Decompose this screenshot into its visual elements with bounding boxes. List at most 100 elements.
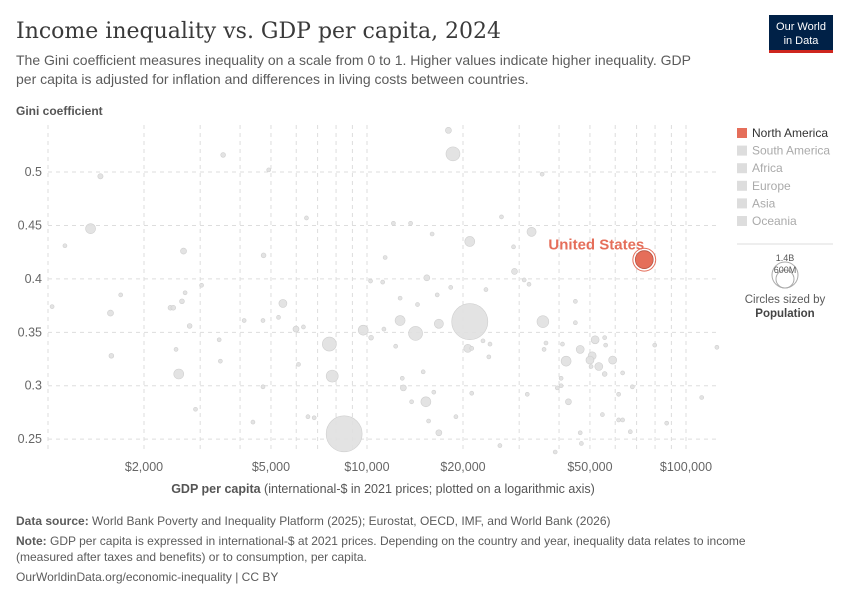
data-point <box>451 303 489 340</box>
data-point <box>426 418 431 424</box>
logo-line-1: Our World <box>776 21 826 33</box>
x-axis-ticks: $2,000 $5,000 $10,000 $20,000 $50,000 $100,00… <box>125 460 712 474</box>
data-point <box>276 315 281 320</box>
data-point <box>524 391 530 397</box>
data-point <box>193 406 198 412</box>
data-point <box>616 417 621 423</box>
data-point <box>180 247 187 255</box>
data-point <box>560 341 565 347</box>
data-point <box>630 384 635 390</box>
data-point <box>182 290 188 296</box>
legend-item-south-america[interactable]: South America <box>737 144 830 158</box>
data-point <box>423 274 431 282</box>
scatter-points <box>49 127 720 455</box>
x-tick-label: $10,000 <box>344 460 389 474</box>
data-point <box>431 389 437 395</box>
y-tick-label: 0.3 <box>25 379 42 393</box>
x-tick-label: $5,000 <box>252 460 290 474</box>
note-label: Note: <box>16 534 47 548</box>
legend-swatch <box>737 145 747 156</box>
data-point <box>464 236 476 247</box>
data-point <box>543 340 549 346</box>
data-point <box>107 309 114 317</box>
legend-item-africa[interactable]: Africa <box>737 161 783 175</box>
size-legend: 1.4B 600M Circles sized by Population <box>745 253 826 320</box>
data-point <box>85 223 96 234</box>
data-point <box>616 391 621 397</box>
data-source-text: World Bank Poverty and Inequality Platfo… <box>89 514 611 528</box>
data-point <box>241 318 247 323</box>
data-point <box>664 420 669 426</box>
data-point <box>305 414 311 420</box>
data-point-united-states[interactable] <box>634 250 654 269</box>
data-point <box>397 295 403 301</box>
legend-label: South America <box>752 144 830 158</box>
data-point <box>526 281 532 287</box>
data-point <box>499 214 504 220</box>
legend-label: Asia <box>752 196 776 210</box>
y-tick-label: 0.45 <box>18 218 42 232</box>
data-point <box>448 285 454 290</box>
data-point <box>600 412 605 417</box>
data-point <box>565 398 572 406</box>
legend-swatch <box>737 128 747 138</box>
data-point <box>260 252 267 259</box>
data-point <box>394 315 406 326</box>
data-point <box>179 298 185 305</box>
legend-item-europe[interactable]: Europe <box>737 179 791 193</box>
logo-line-2: in Data <box>784 35 820 47</box>
data-point <box>699 395 704 400</box>
data-point <box>118 292 123 298</box>
legend-item-north-america[interactable]: North America <box>737 126 828 140</box>
owid-logo[interactable]: Our World in Data <box>769 15 833 53</box>
y-tick-label: 0.35 <box>18 325 42 339</box>
data-point <box>558 375 564 381</box>
note-text: GDP per capita is expressed in internati… <box>47 534 746 548</box>
data-point <box>552 449 558 455</box>
data-point <box>577 430 583 436</box>
x-axis-label-rest: (international-$ in 2021 prices; plotted… <box>261 482 595 496</box>
data-point <box>526 226 537 237</box>
data-point <box>220 152 226 158</box>
data-point <box>409 399 414 405</box>
subtitle-line-2: per capita is adjusted for inflation and… <box>16 71 529 87</box>
data-point <box>511 268 518 275</box>
data-point <box>97 173 104 180</box>
data-point <box>608 355 617 365</box>
data-point <box>381 326 387 332</box>
data-point <box>380 279 385 285</box>
y-axis-ticks: 0.25 0.3 0.35 0.4 0.45 0.5 <box>18 165 42 446</box>
size-legend-variable: Population <box>755 308 814 320</box>
data-point <box>445 146 461 162</box>
note-line-2: (measured after taxes and benefits) or t… <box>16 550 367 564</box>
data-point <box>601 371 608 377</box>
data-point <box>399 375 405 381</box>
data-point <box>368 334 374 341</box>
credit-link[interactable]: OurWorldinData.org/economic-inequality |… <box>16 570 278 584</box>
legend-item-oceania[interactable]: Oceania <box>737 214 797 228</box>
data-point <box>408 326 423 341</box>
x-axis-label: GDP per capita (international-$ in 2021 … <box>171 482 595 496</box>
data-point <box>325 369 339 383</box>
size-legend-caption: Circles sized by <box>745 294 826 306</box>
data-point <box>594 362 604 371</box>
highlighted-points[interactable]: United States <box>548 237 657 272</box>
y-tick-label: 0.25 <box>18 432 42 446</box>
data-point <box>49 304 55 309</box>
data-point <box>108 353 115 359</box>
legend-label: Europe <box>752 179 791 193</box>
data-point <box>218 358 223 364</box>
data-point <box>590 335 600 345</box>
data-point <box>575 345 585 354</box>
data-point <box>304 215 309 221</box>
data-point <box>408 221 413 226</box>
data-source-label: Data source: <box>16 514 89 528</box>
legend-label: Oceania <box>752 214 797 228</box>
data-point <box>420 369 426 375</box>
data-point <box>173 347 179 352</box>
data-point <box>536 315 550 328</box>
legend-item-asia[interactable]: Asia <box>737 196 776 210</box>
data-point <box>429 231 435 237</box>
data-point <box>652 342 658 348</box>
